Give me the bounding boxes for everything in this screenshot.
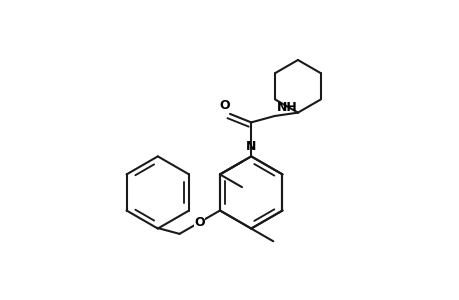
Text: O: O — [219, 99, 230, 112]
Text: N: N — [246, 140, 256, 153]
Text: O: O — [194, 216, 205, 229]
Text: NH: NH — [276, 101, 297, 114]
